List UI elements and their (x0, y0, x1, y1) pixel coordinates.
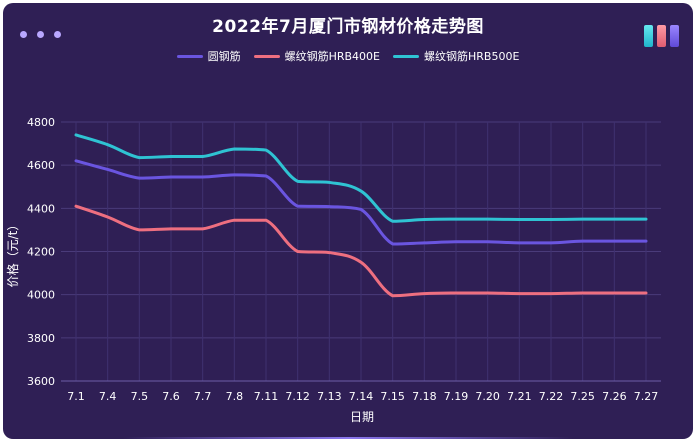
legend: 圆钢筋 螺纹钢筋HRB400E 螺纹钢筋HRB500E (3, 48, 693, 64)
x-tick-label: 7.8 (226, 390, 244, 403)
x-tick-label: 7.4 (99, 390, 117, 403)
x-tick-label: 7.20 (475, 390, 500, 403)
legend-item-series-0[interactable]: 圆钢筋 (176, 48, 241, 64)
x-tick-label: 7.11 (254, 390, 279, 403)
x-tick-label: 7.25 (570, 390, 595, 403)
legend-item-series-2[interactable]: 螺纹钢筋HRB500E (393, 48, 519, 64)
x-tick-label: 7.12 (285, 390, 310, 403)
x-tick-label: 7.26 (602, 390, 627, 403)
legend-label-series-1: 螺纹钢筋HRB400E (284, 50, 380, 63)
y-tick-label: 3600 (27, 375, 55, 388)
x-tick-label: 7.1 (67, 390, 85, 403)
x-axis-label: 日期 (350, 410, 374, 424)
cyan-bar-icon (644, 25, 653, 47)
x-tick-label: 7.15 (380, 390, 405, 403)
x-tick-label: 7.13 (317, 390, 342, 403)
x-tick-label: 7.14 (349, 390, 374, 403)
legend-swatch-series-1 (253, 54, 280, 58)
legend-swatch-series-2 (393, 54, 419, 58)
x-tick-label: 7.18 (412, 390, 437, 403)
chart-title: 2022年7月厦门市钢材价格走势图 (212, 17, 484, 37)
x-tick-label: 7.19 (444, 390, 469, 403)
x-tick-label: 7.5 (131, 390, 149, 403)
dot-icon (37, 31, 44, 38)
x-axis-ticks: 7.1 7.4 7.5 7.6 7.7 7.8 7.11 7.12 7.13 7.14 7.15 7.… (67, 390, 658, 403)
x-tick-label: 7.22 (539, 390, 564, 403)
x-tick-label: 7.27 (634, 390, 659, 403)
pink-bar-icon (657, 25, 666, 47)
chart-card: 2022年7月厦门市钢材价格走势图 圆钢筋 螺纹钢筋HRB400E 螺纹钢筋HR… (3, 3, 693, 439)
bottom-glow (123, 437, 573, 439)
y-tick-label: 4800 (27, 116, 55, 129)
y-tick-label: 3800 (27, 332, 55, 345)
legend-swatch-series-0 (176, 54, 203, 58)
grid (61, 121, 661, 382)
y-tick-label: 4200 (27, 246, 55, 259)
window-dots (20, 31, 61, 38)
y-tick-label: 4400 (27, 202, 55, 215)
legend-label-series-0: 圆钢筋 (207, 50, 241, 63)
decor-bars (644, 25, 679, 47)
legend-item-series-1[interactable]: 螺纹钢筋HRB400E (253, 48, 380, 64)
x-tick-label: 7.7 (194, 390, 212, 403)
dot-icon (54, 31, 61, 38)
series-line-1 (74, 204, 648, 298)
y-tick-label: 4000 (27, 289, 55, 302)
legend-label-series-2: 螺纹钢筋HRB500E (424, 50, 520, 63)
y-axis-ticks: 3600 3800 4000 4200 4400 4600 4800 (27, 116, 55, 388)
violet-bar-icon (670, 25, 679, 47)
x-tick-label: 7.21 (507, 390, 532, 403)
series-line-0 (74, 159, 648, 246)
y-tick-label: 4600 (27, 159, 55, 172)
series-lines (74, 133, 648, 298)
series-line-2 (74, 133, 648, 223)
dot-icon (20, 31, 27, 38)
y-axis-label: 价格（元/t） (5, 219, 20, 288)
x-tick-label: 7.6 (162, 390, 180, 403)
